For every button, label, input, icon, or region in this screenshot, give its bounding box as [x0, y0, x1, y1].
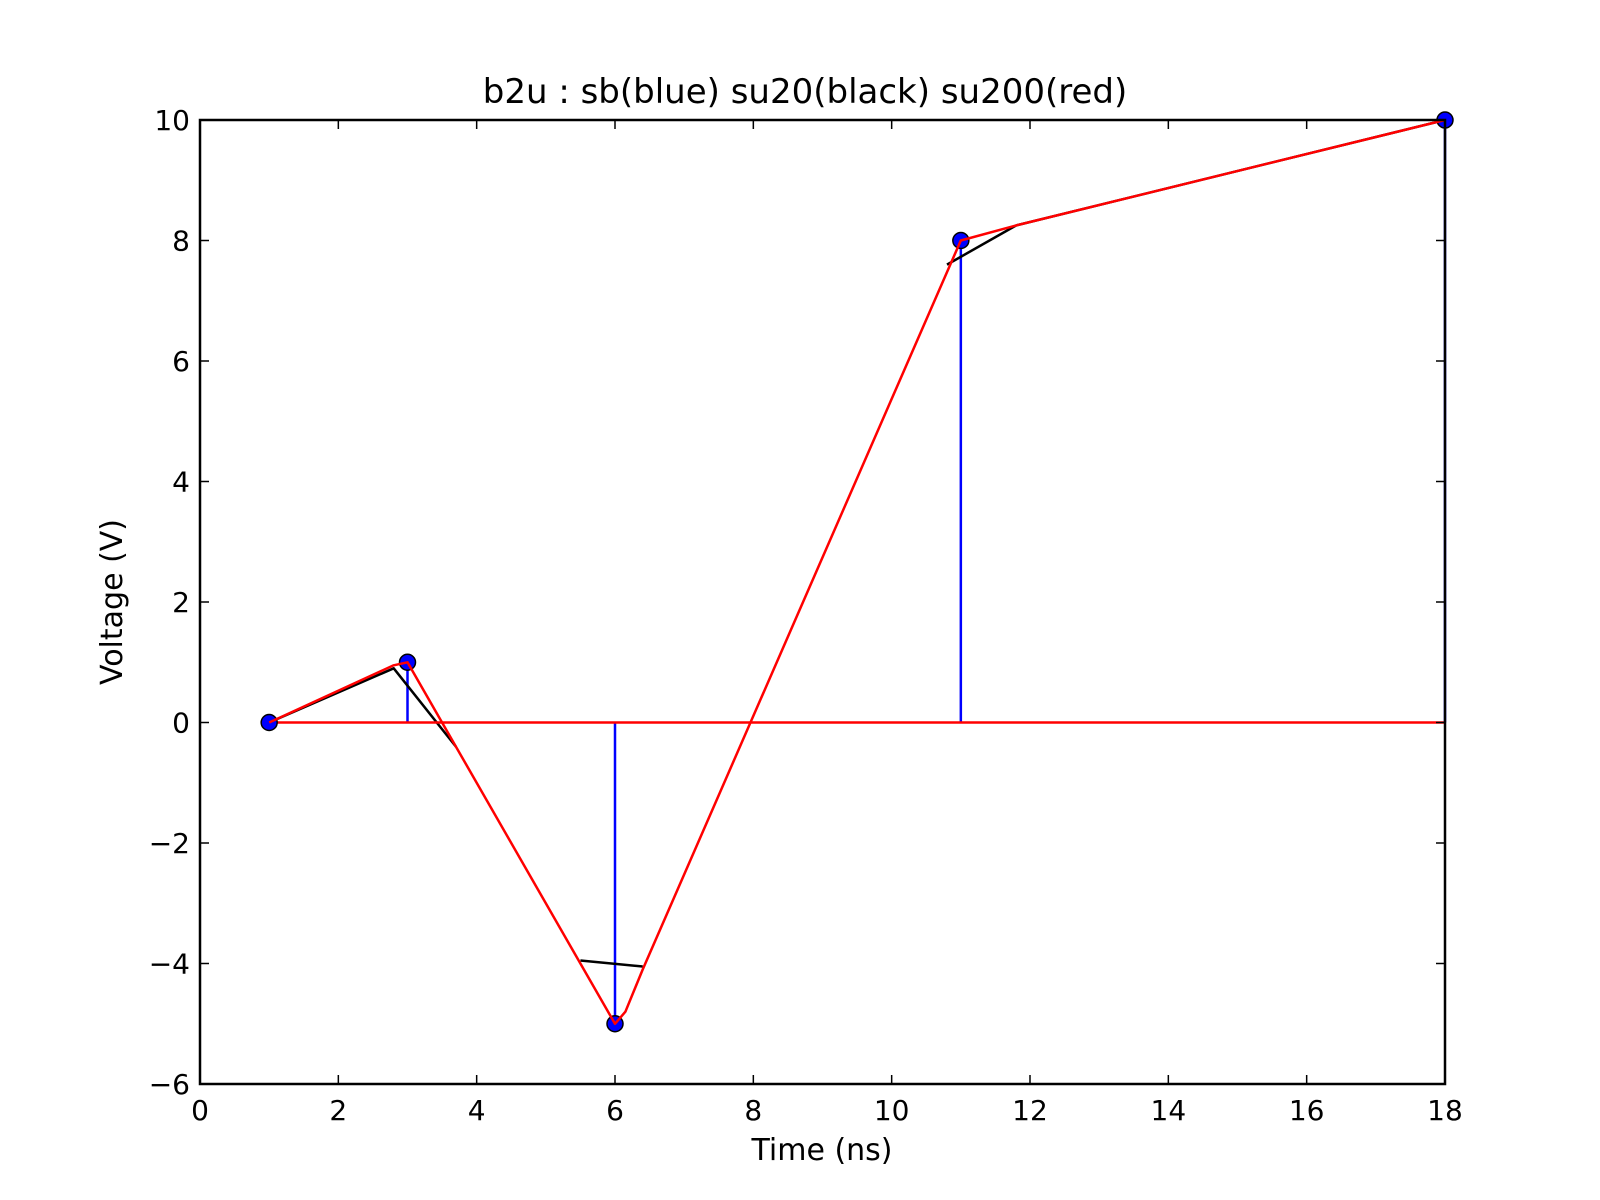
x-tick-label: 16: [1289, 1094, 1325, 1127]
y-tick-label: −6: [149, 1068, 190, 1101]
axis-ticks: 0 2 4 6 8 10 12 14 16 18 −6 −4 −2 0 2 4 6 8 10: [149, 104, 1463, 1127]
chart-title: b2u : sb(blue) su20(black) su200(red): [483, 72, 1128, 112]
x-tick-label: 2: [329, 1094, 347, 1127]
sb-marker: [260, 713, 278, 732]
x-tick-label: 8: [744, 1094, 762, 1127]
y-axis-label: Voltage (V): [95, 519, 130, 685]
y-tick-label: 8: [172, 225, 190, 258]
su20-line-segment: [946, 224, 1017, 266]
x-tick-label: 0: [191, 1094, 209, 1127]
su20-line-segment: [580, 959, 643, 968]
y-tick-label: 0: [172, 707, 190, 740]
su200-line: [268, 118, 1446, 1026]
x-tick-label: 18: [1427, 1094, 1463, 1127]
x-axis-label: Time (ns): [750, 1133, 892, 1168]
y-tick-label: 4: [172, 466, 190, 499]
y-tick-label: −2: [149, 827, 190, 860]
x-tick-label: 4: [468, 1094, 486, 1127]
y-tick-label: 10: [154, 104, 190, 137]
x-tick-label: 14: [1151, 1094, 1187, 1127]
x-tick-label: 6: [606, 1094, 624, 1127]
y-tick-label: −4: [149, 948, 190, 981]
x-tick-label: 10: [874, 1094, 910, 1127]
y-tick-label: 6: [172, 345, 190, 378]
y-tick-label: 2: [172, 586, 190, 619]
x-tick-label: 12: [1012, 1094, 1048, 1127]
